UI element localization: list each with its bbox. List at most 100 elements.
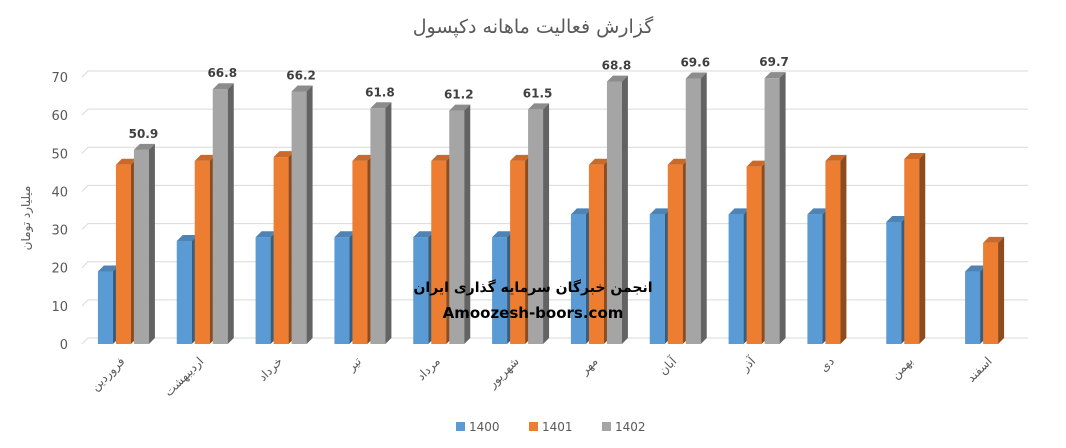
bar-front [115, 164, 131, 344]
bar-top [212, 83, 234, 90]
legend: 1400 1401 1402 [456, 420, 646, 434]
bar [528, 103, 550, 345]
bar [352, 154, 374, 344]
bar-front [176, 241, 192, 344]
bar-front [334, 237, 350, 344]
bar-front [649, 214, 665, 344]
gridline [81, 146, 1028, 154]
y-tick-label: 40 [51, 185, 68, 200]
bar [728, 208, 750, 344]
bar-top [510, 154, 532, 161]
gridline [81, 223, 1028, 230]
bar-front [194, 160, 210, 344]
bar [764, 72, 786, 344]
data-label: 61.8 [365, 85, 395, 99]
bar-top [685, 72, 707, 79]
bar-front [825, 160, 841, 344]
legend-label: 1401 [542, 420, 573, 434]
bar-front [212, 89, 228, 344]
y-tick-label: 60 [51, 109, 68, 124]
gridline [81, 261, 1028, 269]
bar-front [97, 271, 113, 344]
y-tick-label: 0 [60, 338, 68, 353]
bar [115, 158, 137, 344]
bar-top [588, 158, 610, 165]
bar-front [510, 160, 526, 344]
chart-title: گزارش فعالیت ماهانه دکپسول [413, 15, 655, 38]
bar-top [115, 158, 137, 165]
y-tick-label: 50 [51, 147, 68, 162]
bar [273, 151, 295, 344]
x-tick-label: بهمن [888, 354, 916, 382]
bar-top [807, 208, 829, 215]
bar-front [983, 242, 999, 344]
bar-side [779, 72, 786, 344]
bar [194, 154, 216, 344]
bar-front [965, 271, 981, 344]
legend-swatch [456, 422, 465, 431]
bar [983, 236, 1005, 344]
bar [255, 231, 277, 344]
data-label: 66.2 [286, 68, 316, 82]
data-label: 61.2 [444, 88, 474, 102]
bar-top [492, 231, 514, 238]
bar [904, 153, 926, 344]
x-tick-label: شهریور [485, 354, 523, 392]
bar-front [667, 164, 683, 344]
bar-top [413, 231, 435, 238]
bar-front [746, 166, 762, 344]
data-label: 68.8 [602, 59, 632, 73]
bars [97, 72, 1005, 345]
legend-swatch [602, 422, 611, 431]
bar [685, 72, 707, 345]
data-label: 66.8 [207, 66, 237, 80]
bar-side [306, 85, 313, 344]
bar-front [764, 78, 780, 344]
bar-top [764, 72, 786, 79]
bar [97, 265, 119, 344]
bar-side [840, 154, 847, 344]
bar-top [904, 153, 926, 160]
bar [649, 208, 671, 344]
x-axis-ticks: فروردین اردیبهشت خرداد تیر مرداد شهریور مهر آبا… [88, 353, 995, 400]
x-tick-label: مرداد [414, 354, 444, 384]
legend-label: 1402 [615, 420, 646, 434]
y-tick-label: 10 [51, 300, 68, 315]
data-label: 69.7 [759, 55, 789, 69]
x-tick-label: اسفند [964, 354, 995, 385]
gridlines [81, 70, 1028, 345]
bar [746, 160, 768, 344]
bar-front [291, 91, 307, 344]
data-label: 50.9 [129, 127, 159, 141]
bar-side [998, 236, 1005, 344]
bar [825, 154, 847, 344]
bar-top [667, 158, 689, 165]
bar-top [334, 231, 356, 238]
bar-top [255, 231, 277, 238]
bar [570, 208, 592, 344]
bar-top [431, 154, 453, 161]
bar-front [370, 108, 386, 344]
bar-front [255, 237, 271, 344]
x-tick-label: فروردین [88, 354, 128, 394]
bar-top [825, 154, 847, 161]
bar-top [291, 85, 313, 92]
bar [176, 235, 198, 344]
bar-front [807, 214, 823, 344]
data-label: 69.6 [680, 56, 710, 70]
bar [606, 75, 628, 344]
bar-top [194, 154, 216, 161]
x-tick-label: دی [817, 354, 837, 374]
gridline [81, 337, 1028, 345]
bar [370, 102, 392, 344]
bar-top [370, 102, 392, 109]
bar [807, 208, 829, 344]
data-label: 61.5 [523, 86, 553, 100]
bar-front [449, 110, 465, 345]
bar-front [413, 237, 429, 344]
y-axis-ticks: 0 10 20 30 40 50 60 70 [51, 71, 68, 353]
bar-side [543, 103, 550, 345]
watermark-line-2: Amoozesh-boors.com [443, 304, 624, 322]
x-tick-label: تیر [344, 354, 365, 375]
bar-top [606, 75, 628, 82]
